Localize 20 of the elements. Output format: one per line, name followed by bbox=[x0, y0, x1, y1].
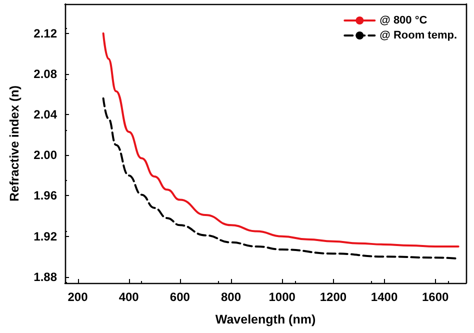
x-tick-label: 400 bbox=[118, 290, 140, 304]
x-tick-label: 800 bbox=[221, 290, 242, 304]
y-tick-label: 2.08 bbox=[34, 67, 58, 82]
legend-label: @ 800 °C bbox=[380, 14, 428, 26]
line-series bbox=[102, 32, 460, 248]
x-tick-label: 1600 bbox=[422, 290, 450, 304]
x-tick-label: 1400 bbox=[370, 290, 398, 304]
x-axis-title: Wavelength (nm) bbox=[215, 312, 316, 326]
x-tick-label: 200 bbox=[68, 290, 88, 304]
y-tick-label: 2.00 bbox=[34, 148, 58, 162]
y-tick-label: 1.92 bbox=[34, 229, 58, 244]
y-tick-label: 1.88 bbox=[34, 270, 58, 284]
y-tick-label: 2.04 bbox=[34, 108, 58, 122]
y-axis-title: Refractive index (n) bbox=[8, 85, 22, 202]
x-tick-label: 600 bbox=[170, 290, 190, 304]
legend-label: @ Room temp. bbox=[380, 30, 458, 42]
y-tick-label: 2.12 bbox=[34, 26, 58, 40]
y-tick-label: 1.96 bbox=[34, 188, 58, 203]
x-tick-label: 1200 bbox=[320, 290, 347, 304]
x-tick-label: 1000 bbox=[268, 290, 296, 304]
